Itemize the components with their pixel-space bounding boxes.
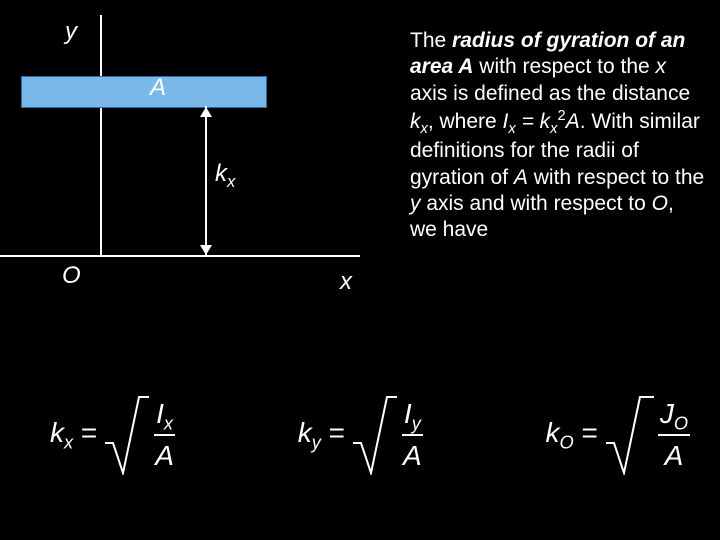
equation-kx: kx = Ix A — [50, 395, 176, 475]
eq-kx-den: A — [153, 436, 176, 470]
eq-kx-sub: x — [64, 432, 73, 452]
eq-ky-num: Iy — [402, 400, 423, 437]
area-rectangle — [21, 76, 267, 108]
eq-ky-frac: Iy A — [401, 400, 424, 471]
p-I-sub: x — [508, 121, 515, 137]
eq-kO-k: k — [546, 417, 560, 448]
eq-kO-num: JO — [658, 400, 690, 437]
eq-ky-num-I: I — [404, 398, 412, 429]
p-x-axis: x — [656, 55, 667, 78]
x-axis-label: x — [340, 268, 352, 296]
eq-kO-sub: O — [560, 432, 574, 452]
kx-sym: k — [215, 160, 227, 187]
equations-row: kx = Ix A ky = — [50, 395, 690, 475]
p-A-1: A — [458, 55, 473, 78]
radical-icon — [103, 395, 149, 475]
p-text-3: axis is defined as the distance — [410, 82, 690, 105]
eq-kx-k: k — [50, 417, 64, 448]
eq-kO-frac: JO A — [658, 400, 690, 471]
radical-icon — [351, 395, 397, 475]
p-A-3: A — [514, 166, 528, 189]
eq-kx-frac: Ix A — [153, 400, 176, 471]
p-A-2: A — [566, 110, 580, 133]
eq-kO-eq: = — [574, 417, 598, 448]
equation-ky: ky = Iy A — [298, 395, 424, 475]
x-axis-line — [0, 255, 360, 257]
eq-kx-num-I: I — [156, 398, 164, 429]
p-k1-sub: x — [421, 121, 428, 137]
eq-kx-num: Ix — [154, 400, 175, 437]
y-axis-line — [100, 15, 102, 255]
p-text-1: The — [410, 29, 452, 52]
eq-ky-num-sub: y — [412, 413, 421, 433]
kx-dimension-label: kx — [215, 160, 235, 192]
eq-ky-sub: y — [312, 432, 321, 452]
dimension-arrow-head-bottom — [200, 245, 212, 255]
p-eq: = — [516, 110, 540, 133]
p-text-2: with respect to the — [473, 55, 655, 78]
eq-kO-num-sub: O — [674, 413, 688, 433]
slide: y x O A kx The radius of gyration of an … — [0, 0, 720, 540]
kx-sub: x — [227, 172, 235, 191]
p-text-6: with respect to the — [528, 166, 704, 189]
p-text-7: axis and with respect to — [421, 192, 652, 215]
eq-kO-num-J: J — [660, 398, 674, 429]
eq-kO-lhs: kO = — [546, 417, 600, 454]
eq-kx-num-sub: x — [164, 413, 173, 433]
origin-label: O — [62, 262, 81, 290]
p-k2-sup: 2 — [558, 108, 566, 124]
equation-kO: kO = JO A — [546, 395, 690, 475]
dimension-arrow-line — [205, 106, 207, 255]
radical-icon — [604, 395, 654, 475]
p-y-axis: y — [410, 192, 421, 215]
eq-ky-eq: = — [321, 417, 345, 448]
y-axis-label: y — [65, 18, 77, 46]
p-text-4: , where — [428, 110, 503, 133]
p-O: O — [652, 192, 668, 215]
definition-paragraph: The radius of gyration of an area A with… — [410, 28, 705, 243]
eq-kO-den: A — [663, 436, 686, 470]
p-k2: k — [540, 110, 551, 133]
eq-ky-lhs: ky = — [298, 417, 347, 454]
eq-ky-den: A — [401, 436, 424, 470]
eq-kx-lhs: kx = — [50, 417, 99, 454]
eq-ky-k: k — [298, 417, 312, 448]
area-label: A — [150, 74, 166, 102]
p-k1: k — [410, 110, 421, 133]
p-k2-sub: x — [550, 121, 557, 137]
eq-kx-eq: = — [73, 417, 97, 448]
